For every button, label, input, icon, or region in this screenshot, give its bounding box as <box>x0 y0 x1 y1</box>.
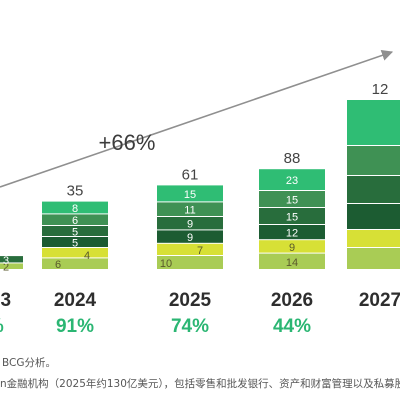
bar-segment-2026-3 <box>259 208 325 224</box>
bar-segment-2025-0 <box>157 256 223 269</box>
bar-segment-2027-1 <box>347 230 400 247</box>
year-label-2026: 2026 <box>271 290 313 311</box>
bar-segment-2024-1 <box>42 248 108 258</box>
year-label-2023: 2023 <box>0 290 11 311</box>
segment-label: 2 <box>3 262 9 274</box>
segment-label: 12 <box>286 228 298 240</box>
bar-segment-2024-2 <box>42 237 108 247</box>
segment-label: 9 <box>289 242 295 254</box>
bar-segment-2026-4 <box>259 191 325 207</box>
segment-label: 9 <box>187 232 193 244</box>
segment-label: 10 <box>160 258 172 270</box>
segment-label: 14 <box>286 257 298 269</box>
bar-segment-2026-0 <box>259 253 325 269</box>
bar-segment-2027-0 <box>347 248 400 269</box>
bar-total-2025: 61 <box>182 166 199 183</box>
bar-segment-2025-4 <box>157 202 223 216</box>
growth-label: +66% <box>99 130 156 155</box>
segment-label: 6 <box>55 259 61 271</box>
year-label-2027: 2027 <box>359 290 400 311</box>
segment-label: 3 <box>3 255 9 267</box>
bar-segment-2023-3 <box>0 256 23 263</box>
year-label-2024: 2024 <box>54 290 97 311</box>
growth-arrow <box>0 49 394 188</box>
bar-segment-2026-5 <box>259 169 325 190</box>
bar-segment-2027-2 <box>347 204 400 229</box>
segment-label: 4 <box>84 250 90 262</box>
segment-label: 11 <box>184 205 195 217</box>
bar-segment-2027-5 <box>347 100 400 145</box>
segment-label: 15 <box>286 195 298 207</box>
bar-segment-2024-3 <box>42 226 108 236</box>
bar-segment-2027-4 <box>347 146 400 175</box>
bar-total-2027: 12 <box>372 81 389 98</box>
bar-segment-2025-5 <box>157 185 223 202</box>
year-label-2025: 2025 <box>169 290 212 311</box>
bar-segment-2025-2 <box>157 230 223 243</box>
bar-segment-2025-1 <box>157 243 223 255</box>
bar-segment-2024-4 <box>42 214 108 225</box>
segment-label: 9 <box>187 219 193 231</box>
bar-segment-2024-5 <box>42 201 108 214</box>
segment-label: 5 <box>72 238 78 250</box>
growth-rate-2026: 44% <box>273 316 311 337</box>
segment-label: 6 <box>72 215 78 227</box>
segment-label: 23 <box>286 175 298 187</box>
bar-total-2026: 88 <box>284 150 301 167</box>
segment-label: 15 <box>184 189 196 201</box>
bar-segment-2026-2 <box>259 225 325 240</box>
bar-segment-2025-3 <box>157 217 223 230</box>
bar-segment-2027-3 <box>347 176 400 203</box>
segment-label: 15 <box>286 212 298 224</box>
segment-label: 5 <box>72 227 78 239</box>
growth-rate-2023: 4% <box>0 316 4 337</box>
bar-segment-2026-1 <box>259 240 325 253</box>
footnote: n金融机构（2025年约130亿美元），包括零售和批发银行、资产和财富管理以及私… <box>0 378 400 390</box>
bar-total-2024: 35 <box>67 183 84 200</box>
bar-segment-2023-0 <box>0 263 23 269</box>
segment-label: 7 <box>197 245 203 257</box>
growth-rate-2025: 74% <box>171 316 209 337</box>
source-note: BCG分析。 <box>2 357 56 369</box>
growth-rate-2024: 91% <box>56 316 94 337</box>
bar-segment-2024-0 <box>42 258 108 269</box>
segment-label: 8 <box>72 203 78 215</box>
